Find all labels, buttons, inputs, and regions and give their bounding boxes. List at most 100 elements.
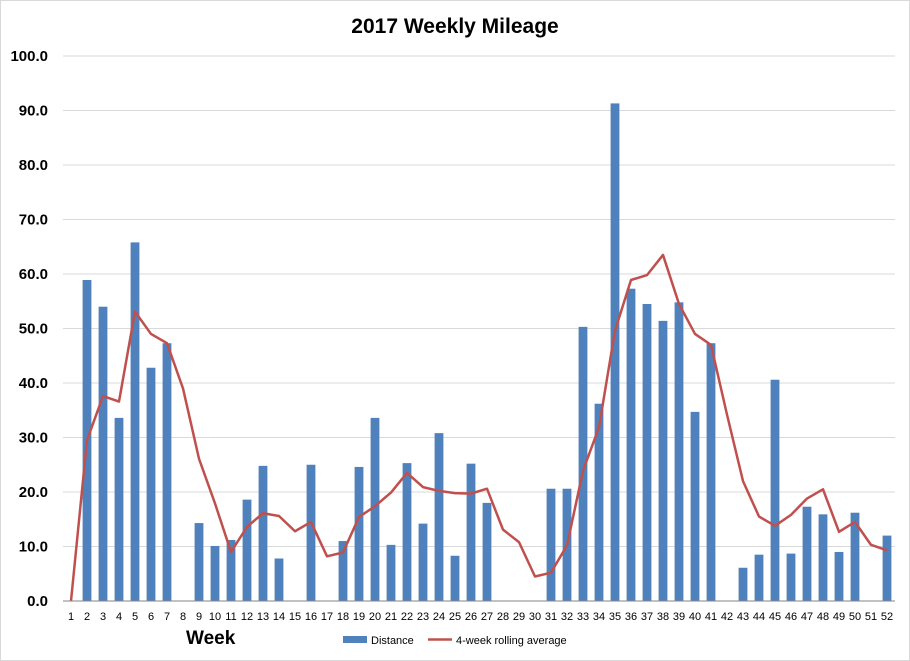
distance-bars	[82, 103, 892, 601]
x-tick-label: 36	[625, 611, 637, 623]
x-tick-label: 44	[753, 611, 765, 623]
y-tick-label: 100.0	[10, 48, 48, 65]
bar-week-34	[594, 403, 604, 601]
y-tick-label: 50.0	[19, 321, 48, 338]
x-tick-label: 49	[833, 611, 845, 623]
bar-week-7	[162, 343, 172, 601]
x-tick-label: 42	[721, 611, 733, 623]
bar-week-4	[114, 417, 124, 601]
bar-week-22	[402, 463, 412, 601]
x-tick-label: 31	[545, 611, 557, 623]
y-tick-label: 0.0	[27, 593, 48, 610]
y-tick-label: 70.0	[19, 212, 48, 229]
bar-week-6	[146, 367, 156, 601]
bar-week-16	[306, 464, 316, 601]
bar-week-18	[338, 541, 348, 601]
x-tick-label: 39	[673, 611, 685, 623]
legend: Distance 4-week rolling average	[343, 635, 567, 647]
x-tick-label: 25	[449, 611, 461, 623]
x-tick-label: 7	[164, 611, 170, 623]
x-tick-label: 28	[497, 611, 509, 623]
bar-week-50	[850, 512, 860, 601]
x-tick-label: 5	[132, 611, 138, 623]
bar-week-33	[578, 326, 588, 601]
bar-week-43	[738, 567, 748, 601]
x-tick-label: 34	[593, 611, 605, 623]
bar-week-31	[546, 488, 556, 601]
x-tick-label: 23	[417, 611, 429, 623]
x-tick-label: 38	[657, 611, 669, 623]
x-tick-label: 37	[641, 611, 653, 623]
x-tick-label: 30	[529, 611, 541, 623]
y-tick-label: 30.0	[19, 430, 48, 447]
x-tick-label: 35	[609, 611, 621, 623]
y-tick-label: 20.0	[19, 484, 48, 501]
bar-week-36	[626, 288, 636, 601]
y-axis-tick-labels: 0.0 10.0 20.0 30.0 40.0 50.0 60.0 70.0 80.0 90.0 1…	[10, 48, 48, 610]
bar-week-25	[450, 555, 460, 601]
x-tick-label: 40	[689, 611, 701, 623]
x-tick-label: 12	[241, 611, 253, 623]
bar-week-26	[466, 463, 476, 601]
x-tick-label: 16	[305, 611, 317, 623]
chart-title: 2017 Weekly Mileage	[351, 15, 558, 38]
x-tick-label: 6	[148, 611, 154, 623]
rolling-average-line	[69, 253, 888, 602]
x-tick-label: 27	[481, 611, 493, 623]
y-tick-label: 40.0	[19, 375, 48, 392]
x-tick-label: 15	[289, 611, 301, 623]
bar-week-5	[130, 242, 140, 601]
x-tick-label: 52	[881, 611, 893, 623]
x-tick-label: 1	[68, 611, 74, 623]
x-tick-label: 51	[865, 611, 877, 623]
y-tick-label: 10.0	[19, 539, 48, 556]
legend-label-rolling-average: 4-week rolling average	[456, 635, 567, 647]
x-tick-label: 50	[849, 611, 861, 623]
x-tick-label: 13	[257, 611, 269, 623]
bar-week-23	[418, 523, 428, 601]
x-tick-label: 17	[321, 611, 333, 623]
bar-week-11	[226, 539, 236, 601]
bar-week-20	[370, 417, 380, 601]
x-tick-label: 14	[273, 611, 285, 623]
x-axis-tick-labels: 1 2 3 4 5 6 7 8 9 10 11 12 13 14 15 16 17 18 19 20 21 22 23 24 2…	[68, 611, 893, 623]
x-tick-label: 9	[196, 611, 202, 623]
x-tick-label: 18	[337, 611, 349, 623]
x-tick-label: 46	[785, 611, 797, 623]
x-tick-label: 24	[433, 611, 445, 623]
bar-week-21	[386, 544, 396, 601]
x-tick-label: 32	[561, 611, 573, 623]
x-tick-label: 11	[225, 611, 236, 623]
x-tick-label: 22	[401, 611, 413, 623]
bar-week-12	[242, 499, 252, 601]
bar-week-35	[610, 103, 620, 601]
bar-week-19	[354, 466, 364, 601]
y-tick-label: 60.0	[19, 266, 48, 283]
x-tick-label: 4	[116, 611, 122, 623]
y-tick-label: 90.0	[19, 103, 48, 120]
rolling-average-polyline	[69, 253, 888, 602]
bar-week-46	[786, 553, 796, 601]
x-tick-label: 43	[737, 611, 749, 623]
y-tick-label: 80.0	[19, 157, 48, 174]
bar-week-48	[818, 514, 828, 601]
bar-week-45	[770, 379, 780, 601]
x-tick-label: 3	[100, 611, 106, 623]
bar-week-24	[434, 433, 444, 601]
x-tick-label: 29	[513, 611, 525, 623]
x-tick-label: 19	[353, 611, 365, 623]
bar-week-37	[642, 303, 652, 601]
x-tick-label: 26	[465, 611, 477, 623]
bar-week-13	[258, 465, 268, 601]
x-tick-label: 47	[801, 611, 813, 623]
bar-week-40	[690, 411, 700, 601]
x-tick-label: 20	[369, 611, 381, 623]
bar-week-27	[482, 502, 492, 601]
bar-week-38	[658, 320, 668, 601]
bar-week-44	[754, 554, 764, 601]
bar-week-10	[210, 545, 220, 601]
bar-week-52	[882, 535, 892, 601]
bar-week-41	[706, 343, 716, 601]
bar-week-49	[834, 551, 844, 601]
